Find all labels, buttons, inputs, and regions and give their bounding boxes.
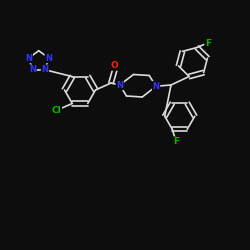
Text: N: N <box>29 65 36 74</box>
Text: N: N <box>152 82 160 91</box>
Text: O: O <box>111 61 119 70</box>
Text: Cl: Cl <box>52 106 61 115</box>
Text: F: F <box>205 39 212 48</box>
Text: N: N <box>25 54 32 62</box>
Text: F: F <box>173 137 179 146</box>
Text: N: N <box>116 80 123 90</box>
Text: N: N <box>45 54 52 62</box>
Text: N: N <box>42 65 48 74</box>
